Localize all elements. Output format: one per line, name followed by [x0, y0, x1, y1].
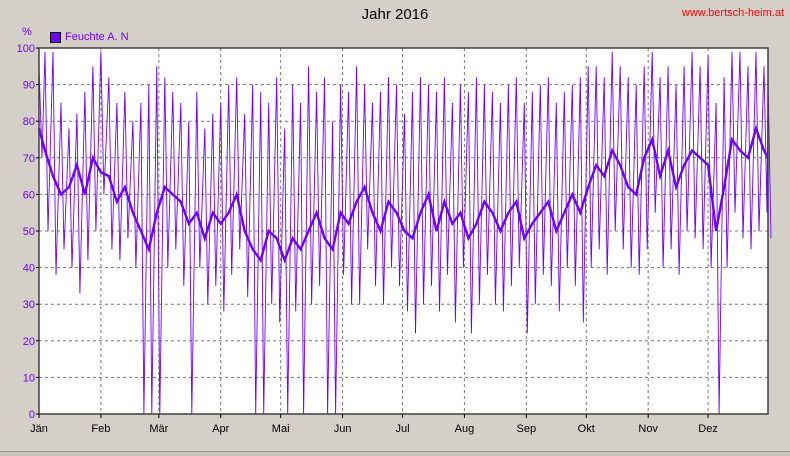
- chart-title: Jahr 2016: [361, 6, 429, 23]
- x-tick-label: Jän: [30, 423, 48, 435]
- y-tick-label: 40: [23, 263, 35, 275]
- y-unit-label: %: [22, 26, 32, 38]
- series-group: [37, 51, 772, 415]
- x-tick-label: Sep: [517, 423, 537, 435]
- x-tick-label: Jul: [395, 423, 409, 435]
- y-tick-label: 90: [23, 80, 35, 92]
- y-axis: 0 10 20 30 40 50 60 70 80 90 100: [17, 43, 39, 421]
- x-tick-label: Feb: [91, 423, 110, 435]
- y-tick-label: 20: [23, 336, 35, 348]
- watermark-link[interactable]: www.bertsch-heim.at: [681, 7, 784, 19]
- y-tick-label: 80: [23, 116, 35, 128]
- series-mean-line: [37, 124, 770, 264]
- legend-swatch: [50, 31, 61, 43]
- legend: Feuchte A. N: [50, 31, 129, 43]
- x-tick-label: Jun: [334, 423, 352, 435]
- x-tick-label: Mai: [272, 423, 290, 435]
- x-tick-label: Okt: [578, 423, 595, 435]
- y-tick-label: 60: [23, 189, 35, 201]
- status-bar: [0, 451, 790, 456]
- x-axis: Jän Feb Mär Apr Mai Jun Jul Aug Sep Okt Nov Dez: [30, 414, 718, 435]
- y-tick-label: 10: [23, 372, 35, 384]
- x-tick-label: Apr: [212, 423, 229, 435]
- y-tick-label: 100: [17, 43, 35, 55]
- x-tick-label: Aug: [455, 423, 475, 435]
- x-tick-label: Dez: [698, 423, 718, 435]
- y-tick-label: 70: [23, 153, 35, 165]
- y-tick-label: 50: [23, 226, 35, 238]
- series-envelope-line: [38, 51, 772, 415]
- y-tick-label: 0: [29, 409, 35, 421]
- x-tick-label: Nov: [638, 423, 658, 435]
- x-tick-label: Mär: [149, 423, 168, 435]
- legend-label: Feuchte A. N: [65, 31, 129, 43]
- y-tick-label: 30: [23, 299, 35, 311]
